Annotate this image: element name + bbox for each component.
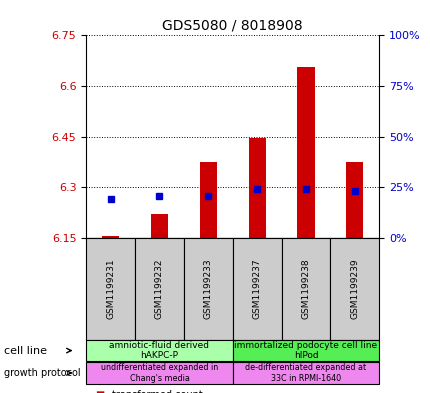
Bar: [199, 162, 216, 238]
Text: amniotic-fluid derived
hAKPC-P: amniotic-fluid derived hAKPC-P: [109, 341, 209, 360]
Bar: [150, 214, 168, 238]
Text: GSM1199232: GSM1199232: [155, 259, 163, 319]
Text: de-differentiated expanded at
33C in RPMI-1640: de-differentiated expanded at 33C in RPM…: [245, 363, 366, 383]
Bar: [297, 68, 314, 238]
Text: growth protocol: growth protocol: [4, 368, 81, 378]
Text: undifferentiated expanded in
Chang's media: undifferentiated expanded in Chang's med…: [101, 363, 218, 383]
Text: GSM1199238: GSM1199238: [301, 259, 310, 319]
Title: GDS5080 / 8018908: GDS5080 / 8018908: [162, 19, 302, 33]
Bar: [248, 138, 265, 238]
Bar: [102, 236, 119, 238]
Bar: [346, 162, 362, 238]
Text: GSM1199237: GSM1199237: [252, 259, 261, 319]
Text: ■: ■: [95, 390, 104, 393]
Text: GSM1199233: GSM1199233: [203, 259, 212, 319]
Text: GSM1199239: GSM1199239: [350, 259, 359, 319]
Text: cell line: cell line: [4, 345, 47, 356]
Text: transformed count: transformed count: [112, 390, 203, 393]
Text: immortalized podocyte cell line
hIPod: immortalized podocyte cell line hIPod: [234, 341, 377, 360]
Text: GSM1199231: GSM1199231: [106, 259, 115, 319]
